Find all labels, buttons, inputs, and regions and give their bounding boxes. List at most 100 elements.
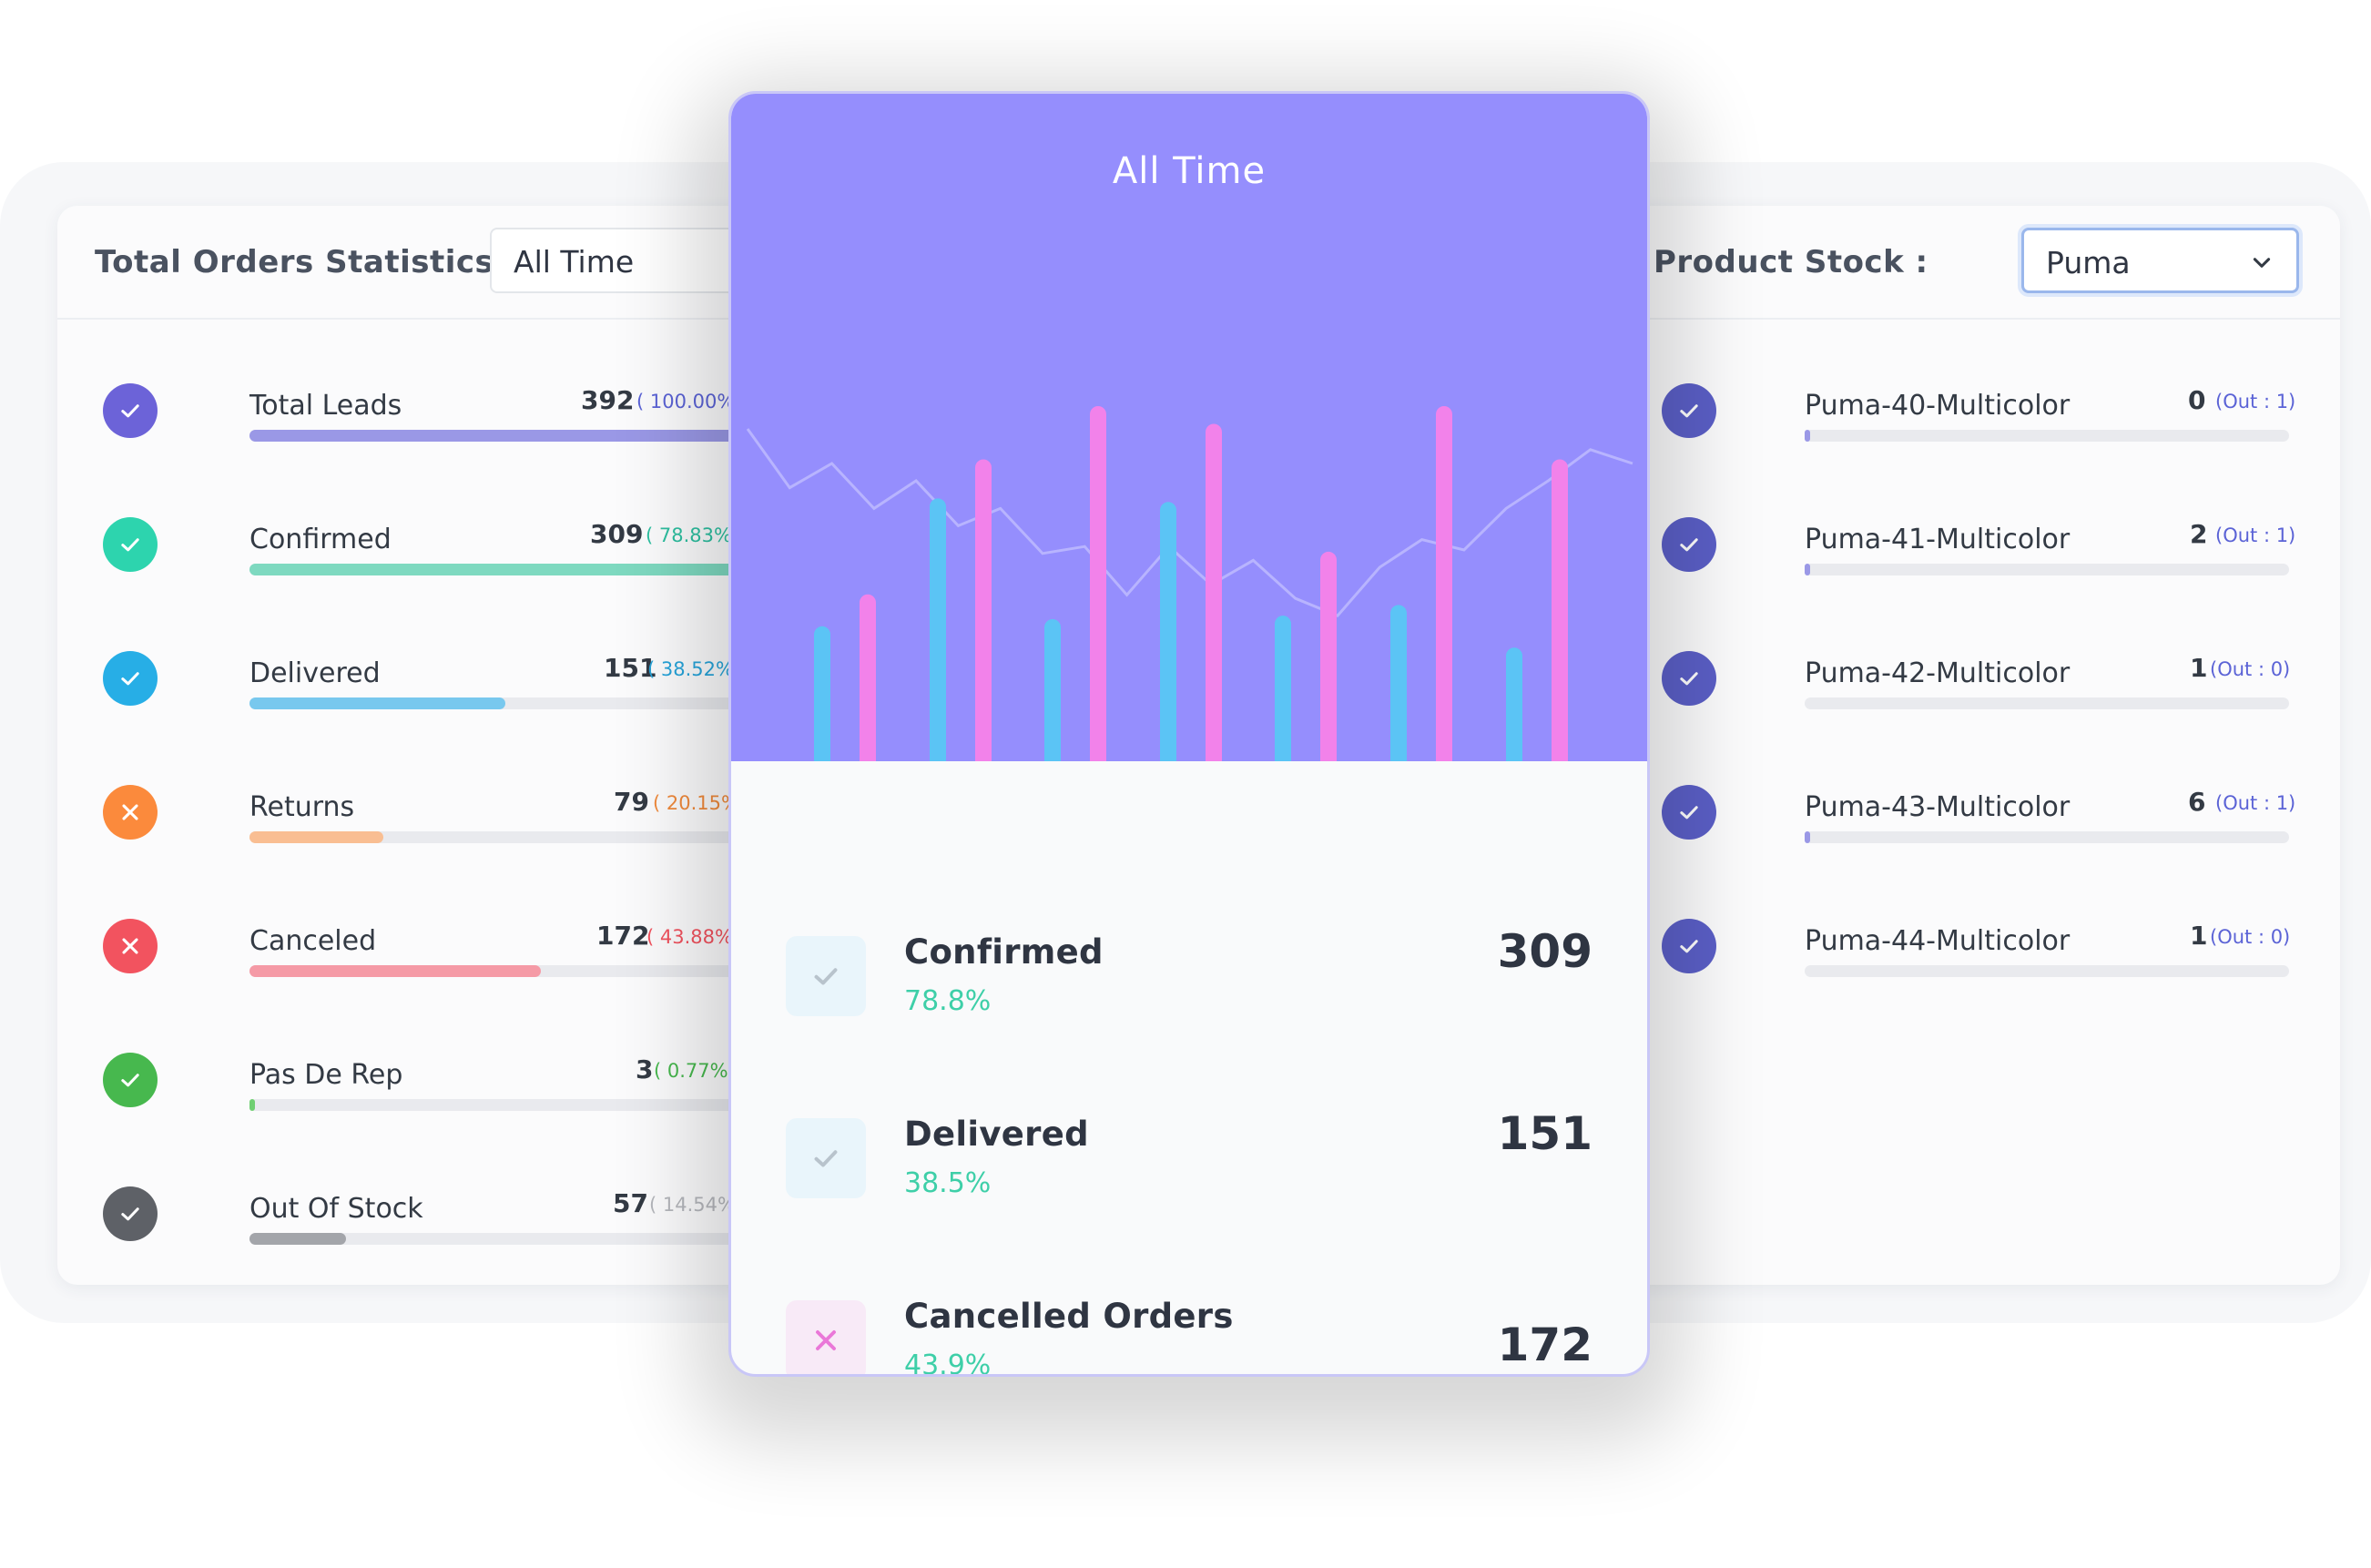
- chart-bar: [1160, 502, 1176, 761]
- stat-percent: 78.8%: [904, 985, 992, 1017]
- product-stock-row: Puma-42-Multicolor 1 (Out : 0): [1616, 651, 2340, 779]
- chevron-down-icon: [2253, 258, 2271, 268]
- total-orders-title: Total Orders Statistics :: [95, 244, 518, 280]
- total-orders-header: Total Orders Statistics : All Time: [57, 206, 786, 320]
- check-icon: [1662, 785, 1716, 840]
- progress-track: [1805, 564, 2289, 575]
- product-stock-title: Product Stock :: [1654, 244, 1928, 280]
- product-stock-row: Puma-44-Multicolor 1 (Out : 0): [1616, 919, 2340, 1046]
- progress-fill: [249, 564, 774, 575]
- order-stat-row: Delivered 151 ( 38.52%: [57, 651, 786, 779]
- progress-fill: [249, 1099, 255, 1111]
- brand-select[interactable]: Puma: [2021, 228, 2299, 293]
- progress-track: [249, 697, 786, 709]
- order-stat-row: Pas De Rep 3 ( 0.77%: [57, 1053, 786, 1180]
- product-stock-row: Puma-40-Multicolor 0 (Out : 1): [1616, 383, 2340, 511]
- product-count: 2: [2190, 519, 2208, 549]
- product-label: Puma-43-Multicolor: [1805, 791, 2071, 823]
- chart-bar: [860, 594, 876, 761]
- progress-fill: [249, 697, 506, 709]
- chart-bar: [1506, 647, 1522, 761]
- row-count: 57: [613, 1188, 648, 1218]
- order-stat-row: Confirmed 309 ( 78.83%: [57, 517, 786, 645]
- all-time-overlay-card: All Time Confirmed 78.8% 309 Delivered 3…: [728, 91, 1650, 1377]
- order-stat-row: Returns 79 ( 20.15%: [57, 785, 786, 912]
- check-icon: [1662, 919, 1716, 973]
- check-icon: [103, 1053, 158, 1107]
- chart-bar: [1436, 406, 1452, 761]
- chart-bar: [1275, 616, 1291, 761]
- check-icon: [786, 936, 866, 1016]
- chart-bar: [1044, 619, 1061, 761]
- stat-label: Confirmed: [904, 932, 1104, 972]
- chart-bar: [930, 498, 946, 761]
- close-icon: [786, 1300, 866, 1374]
- row-percent: ( 78.83%: [646, 524, 732, 546]
- stat-value: 172: [1497, 1319, 1593, 1371]
- progress-track: [249, 831, 786, 843]
- row-count: 151: [604, 653, 657, 683]
- check-icon: [786, 1118, 866, 1198]
- close-icon: [103, 785, 158, 840]
- row-count: 392: [581, 385, 635, 415]
- product-stock-card: Product Stock : Puma Puma-40-Multicolor …: [1616, 206, 2340, 1285]
- progress-track: [249, 1233, 786, 1245]
- row-percent: ( 43.88%: [646, 926, 733, 948]
- product-label: Puma-40-Multicolor: [1805, 390, 2071, 422]
- product-count: 6: [2188, 787, 2206, 817]
- stat-percent: 38.5%: [904, 1167, 992, 1199]
- row-count: 79: [614, 787, 649, 817]
- progress-track: [249, 965, 786, 977]
- progress-fill: [1805, 831, 1810, 843]
- chart-bar: [1206, 423, 1222, 761]
- chart-area: All Time: [731, 94, 1647, 761]
- row-label: Out Of Stock: [249, 1193, 423, 1225]
- row-percent: ( 100.00%: [636, 391, 736, 412]
- product-stock-row: Puma-43-Multicolor 6 (Out : 1): [1616, 785, 2340, 912]
- check-icon: [103, 651, 158, 706]
- trend-line: [746, 428, 1633, 617]
- orders-chart: [746, 406, 1633, 761]
- row-label: Canceled: [249, 925, 377, 957]
- check-icon: [1662, 517, 1716, 572]
- order-stat-row: Canceled 172 ( 43.88%: [57, 919, 786, 1046]
- chart-bar: [1390, 605, 1407, 761]
- row-percent: ( 14.54%: [649, 1194, 736, 1216]
- product-count: 1: [2190, 653, 2208, 683]
- progress-fill: [249, 831, 384, 843]
- row-count: 172: [596, 921, 650, 951]
- row-percent: ( 0.77%: [654, 1060, 728, 1082]
- chart-title: All Time: [1112, 150, 1267, 192]
- check-icon: [103, 383, 158, 438]
- product-label: Puma-42-Multicolor: [1805, 657, 2071, 689]
- product-count: 1: [2190, 921, 2208, 951]
- stat-percent: 43.9%: [904, 1349, 992, 1377]
- brand-select-value: Puma: [2046, 245, 2131, 280]
- progress-track: [1805, 430, 2289, 442]
- product-stock-header: Product Stock : Puma: [1616, 206, 2340, 320]
- row-percent: ( 38.52%: [647, 658, 734, 680]
- row-count: 3: [636, 1054, 654, 1084]
- progress-fill: [249, 1233, 347, 1245]
- chart-bar: [1090, 406, 1106, 761]
- row-label: Returns: [249, 791, 355, 823]
- stat-value: 151: [1497, 1107, 1593, 1160]
- progress-fill: [249, 965, 542, 977]
- row-count: 309: [590, 519, 644, 549]
- product-count: 0: [2188, 385, 2206, 415]
- product-out-count: (Out : 1): [2215, 524, 2296, 546]
- order-stat-row: Out Of Stock 57 ( 14.54%: [57, 1186, 786, 1285]
- chart-bar: [975, 459, 992, 761]
- product-label: Puma-41-Multicolor: [1805, 524, 2071, 555]
- progress-fill: [1805, 564, 1810, 575]
- product-out-count: (Out : 1): [2215, 792, 2296, 814]
- product-out-count: (Out : 0): [2210, 658, 2291, 680]
- order-stat-row: Total Leads 392 ( 100.00%: [57, 383, 786, 511]
- stat-label: Delivered: [904, 1115, 1089, 1154]
- progress-track: [1805, 831, 2289, 843]
- product-stock-row: Puma-41-Multicolor 2 (Out : 1): [1616, 517, 2340, 645]
- overlay-stat-row: Confirmed 78.8% 309: [786, 925, 1593, 1064]
- progress-track: [1805, 697, 2289, 709]
- progress-track: [249, 564, 786, 575]
- row-label: Delivered: [249, 657, 381, 689]
